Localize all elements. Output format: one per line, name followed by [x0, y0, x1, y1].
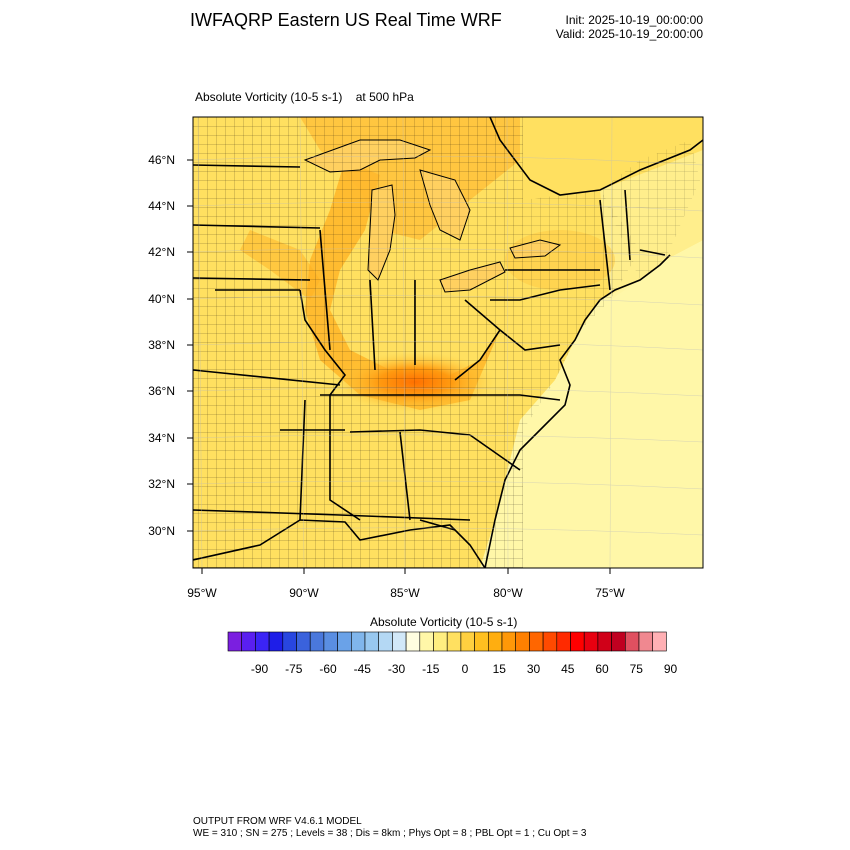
- colorbar-box: [611, 631, 626, 652]
- colorbar-box: [255, 631, 270, 652]
- colorbar-box: [446, 631, 462, 652]
- colorbar-box: [529, 631, 544, 652]
- colorbar-tick-label: 60: [595, 662, 609, 676]
- lon-label: 95°W: [187, 586, 217, 600]
- lat-label: 46°N: [148, 153, 175, 167]
- colorbar-box: [638, 631, 653, 652]
- lat-label: 40°N: [148, 292, 175, 306]
- county-lines-newengland: [600, 140, 700, 280]
- lat-label: 32°N: [148, 477, 175, 491]
- model-info-line1: OUTPUT FROM WRF V4.6.1 MODEL: [193, 816, 362, 827]
- colorbar-tick-label: 30: [526, 662, 541, 676]
- lat-label: 42°N: [148, 245, 175, 259]
- colorbar-box: [337, 631, 352, 652]
- colorbar-tick-label: 0: [461, 662, 469, 676]
- colorbar-box: [296, 631, 311, 652]
- colorbar-box: [515, 631, 530, 652]
- colorbar-box: [350, 631, 366, 652]
- colorbar-tick-label: -60: [319, 662, 337, 676]
- coastlines: [193, 117, 703, 568]
- colorbar-title: Absolute Vorticity (10-5 s-1): [370, 615, 518, 629]
- vorticity-field: [193, 117, 703, 568]
- colorbar-box: [323, 631, 338, 652]
- colorbar-tick-label: -75: [285, 662, 303, 676]
- graticule: [193, 117, 703, 568]
- colorbar-tick-label: 45: [561, 662, 575, 676]
- valid-time: Valid: 2025-10-19_20:00:00: [555, 27, 703, 41]
- colorbar-box: [460, 631, 475, 652]
- axis-ticks: [187, 159, 611, 574]
- colorbar: [227, 631, 667, 652]
- colorbar-box: [309, 631, 325, 652]
- colorbar-box: [474, 631, 489, 652]
- colorbar-box: [419, 631, 434, 652]
- colorbar-box: [227, 631, 242, 652]
- init-time: Init: 2025-10-19_00:00:00: [565, 13, 703, 27]
- colorbar-box: [241, 631, 256, 652]
- colorbar-box: [542, 631, 558, 652]
- colorbar-box: [597, 631, 612, 652]
- colorbar-box: [624, 631, 640, 652]
- level-label: at 500 hPa: [355, 90, 414, 104]
- colorbar-box: [487, 631, 503, 652]
- colorbar-box: [268, 631, 284, 652]
- colorbar-tick-label: 15: [492, 662, 506, 676]
- colorbar-tick-label: 75: [629, 662, 643, 676]
- colorbar-tick-label: -15: [422, 662, 440, 676]
- colorbar-box: [405, 631, 421, 652]
- county-lines-east: [523, 190, 640, 430]
- colorbar-box: [501, 631, 516, 652]
- model-info-line2: WE = 310 ; SN = 275 ; Levels = 38 ; Dis …: [193, 828, 587, 839]
- colorbar-tick-label: -90: [250, 662, 269, 676]
- lat-label: 34°N: [148, 431, 175, 445]
- atlantic-field: [480, 240, 703, 568]
- plot-frame: [192, 116, 704, 569]
- colorbar-box: [556, 631, 571, 652]
- colorbar-box: [570, 631, 585, 652]
- colorbar-box: [282, 631, 297, 652]
- map-title: IWFAQRP Eastern US Real Time WRF: [190, 10, 502, 30]
- colorbar-box: [583, 631, 599, 652]
- state-boundaries: [193, 164, 666, 531]
- colorbar-box: [378, 631, 393, 652]
- lat-label: 44°N: [148, 199, 175, 213]
- lon-label: 75°W: [595, 586, 625, 600]
- lat-label: 38°N: [148, 338, 175, 352]
- colorbar-box: [392, 631, 407, 652]
- lon-label: 80°W: [493, 586, 523, 600]
- colorbar-tick-label: 90: [663, 662, 678, 676]
- lon-label: 90°W: [289, 586, 319, 600]
- colorbar-tick-label: -45: [353, 662, 371, 676]
- field-subtitle: Absolute Vorticity (10-5 s-1) at 500 hPa: [195, 90, 414, 104]
- colorbar-tick-label: -30: [387, 662, 406, 676]
- lat-label: 36°N: [148, 384, 175, 398]
- county-lines: [193, 117, 523, 568]
- colorbar-box: [364, 631, 379, 652]
- lat-label: 30°N: [148, 524, 175, 538]
- field-label: Absolute Vorticity (10-5 s-1): [195, 90, 343, 104]
- colorbar-box: [652, 631, 667, 652]
- lon-label: 85°W: [390, 586, 420, 600]
- colorbar-box: [433, 631, 448, 652]
